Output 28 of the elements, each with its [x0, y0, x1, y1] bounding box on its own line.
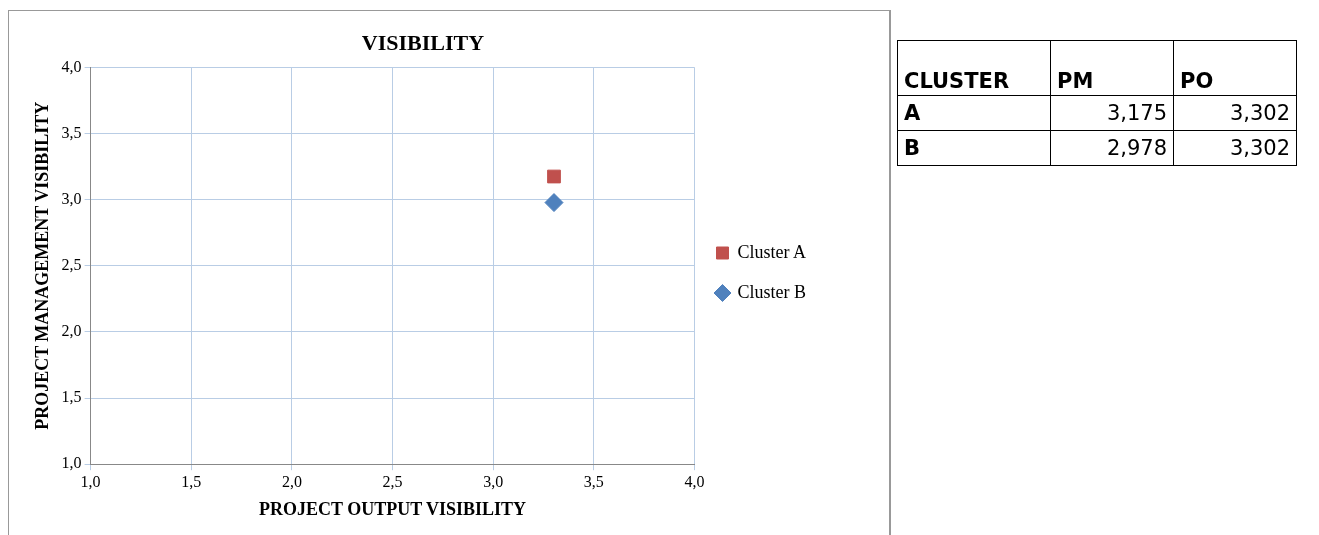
- legend-label: Cluster A: [737, 241, 807, 262]
- x-tick-label: 4,0: [684, 473, 705, 490]
- y-tick-label: 3,5: [61, 123, 82, 141]
- x-tick-label: 3,0: [483, 473, 504, 490]
- text: B: [897, 130, 1051, 166]
- x-axis-title: PROJECT OUTPUT VISIBILITY: [259, 498, 527, 519]
- y-tick-label: 2,0: [61, 322, 82, 340]
- x-tick-label: 1,5: [181, 473, 202, 490]
- y-tick-label: 1,5: [61, 388, 82, 406]
- x-tick-label: 2,5: [382, 473, 403, 490]
- text: 3,175: [1050, 95, 1174, 131]
- x-tick-label: 1,0: [80, 473, 101, 490]
- y-tick-label: 3,0: [61, 189, 82, 207]
- text: 2,978: [1050, 130, 1174, 166]
- text: PO: [1173, 40, 1297, 96]
- y-axis-title: PROJECT MANAGEMENT VISIBILITY: [32, 101, 53, 430]
- text: 3,302: [1173, 95, 1297, 131]
- text: CLUSTER: [897, 40, 1051, 96]
- y-tick-label: 4,0: [61, 57, 82, 75]
- x-tick-label: 2,0: [281, 473, 302, 490]
- text: PM: [1050, 40, 1174, 96]
- chart-title: VISIBILITY: [361, 29, 485, 55]
- text: A: [897, 95, 1051, 131]
- x-tick-label: 3,5: [583, 473, 604, 490]
- legend-label: Cluster B: [737, 281, 807, 302]
- y-tick-label: 2,5: [61, 256, 82, 273]
- text: 3,302: [1173, 130, 1297, 166]
- y-tick-label: 1,0: [61, 454, 82, 472]
